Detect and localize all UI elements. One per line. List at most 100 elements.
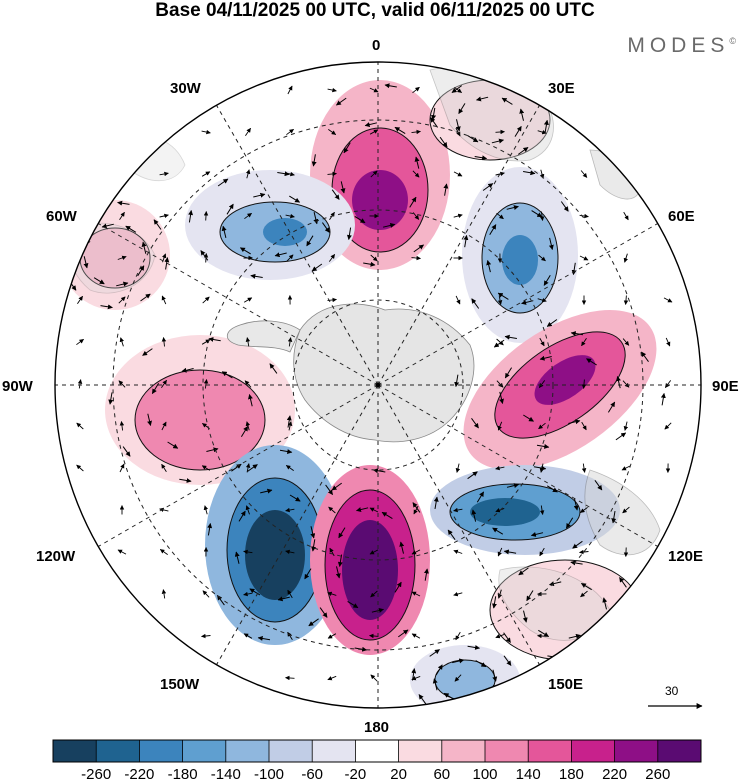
wind-vector [343,142,351,154]
anomaly-contour [342,520,398,620]
wind-vector [202,296,210,304]
meridian-line [91,219,379,386]
wind-vector [347,600,359,609]
wind-vector [119,337,124,347]
wind-vector [245,169,251,179]
wind-vector [492,527,504,535]
wind-vector [453,507,463,513]
wind-vector [519,108,525,121]
wind-vector [412,212,420,220]
wind-vector [581,337,587,347]
wind-vector [411,129,421,135]
anomaly-contour [502,235,538,285]
meridian-line [212,384,379,672]
wind-vector [476,491,485,503]
wind-vector [117,255,127,260]
wind-vector [454,87,462,93]
antarctica-landmass [226,303,475,443]
wind-vector [539,211,545,221]
colorbar-tick-label: -140 [210,766,241,783]
wind-vector [581,463,587,473]
wind-vector [455,295,461,305]
wind-vector [338,527,346,539]
lon-label-30e: 30E [548,80,575,97]
wind-vector [539,505,545,515]
wind-vector [108,392,114,405]
anomaly-contour-line [134,369,266,471]
wind-vector [504,334,517,340]
wind-vector [125,225,137,233]
colorbar-swatch [398,740,443,762]
wind-vector [453,591,463,597]
colorbar-swatch [139,740,183,762]
wind-vector [161,463,167,473]
lon-label-150w: 150W [160,676,200,693]
wind-vector [443,183,449,196]
wind-vector [486,260,492,273]
wind-vector [471,418,479,429]
wind-vector [538,254,546,262]
anomaly-contour [245,510,305,600]
wind-vector [523,414,534,422]
wind-vector [453,213,463,219]
reference-vector-value: 30 [665,684,679,698]
wind-vector [454,374,460,388]
wind-vector [497,421,503,431]
wind-vector [248,394,253,407]
wind-vector [560,201,569,212]
anomaly-contour [135,370,265,470]
wind-vector [489,224,497,236]
wind-vector [572,540,583,549]
wind-vector [244,212,252,220]
wind-vector [76,422,84,430]
wind-vector [565,517,574,529]
wind-vector [633,611,639,624]
lon-label-90e: 90E [712,378,739,395]
wind-vector [537,297,547,303]
colorbar-swatch [485,740,529,762]
wind-vector [306,235,314,247]
wind-vector [548,237,554,250]
wind-vector [546,485,558,493]
colorbar-tick-label: -220 [124,766,155,783]
colorbar-tick-label: 140 [515,766,541,783]
anomaly-contour-line [219,201,331,263]
wind-vector [451,712,463,714]
wind-vector [83,256,89,269]
wind-vector [451,658,465,664]
wind-vector [93,277,105,285]
map-disk [55,62,701,714]
wind-vector [471,509,477,522]
wind-vector [369,549,379,555]
wind-vector [496,212,504,220]
wind-vector [328,129,337,135]
wind-vector [503,655,512,666]
colorbar-swatch [225,740,270,762]
wind-vector [308,618,319,627]
wind-vector [497,547,503,557]
wind-vector [423,568,429,581]
wind-vector [253,192,266,198]
wind-vector [287,589,293,599]
wind-vector [287,337,293,347]
colorbar-swatch [657,740,702,762]
wind-vector [467,471,478,480]
colorbar-tick-label: -20 [344,766,367,783]
anomaly-positive-near-100w [105,335,295,485]
wind-vector [586,358,597,366]
wind-vector [217,178,229,187]
wind-vector [119,463,125,473]
wind-vector [337,554,343,567]
wind-vector [369,87,379,93]
anomaly-contour [435,660,495,700]
wind-vector [531,210,543,218]
wind-vector [76,338,84,346]
wind-vector [538,380,546,388]
wind-vector [581,379,587,389]
colorbar-swatch [312,740,356,762]
wind-vector [221,225,227,239]
wind-vector [497,292,509,300]
wind-vector [206,447,219,453]
wind-vector [243,633,253,639]
wind-vector [329,547,335,557]
